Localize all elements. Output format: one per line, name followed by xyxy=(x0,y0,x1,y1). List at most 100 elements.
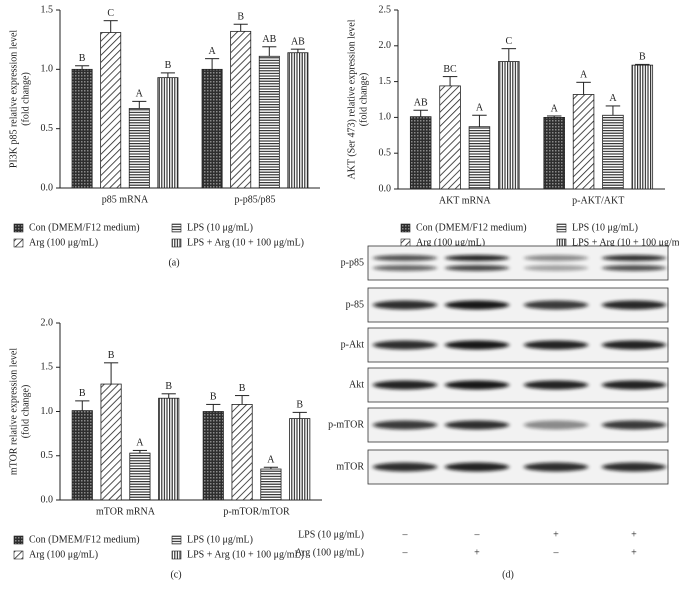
bar xyxy=(100,383,122,501)
legend-swatch xyxy=(171,535,182,545)
condition-sign: – xyxy=(553,547,560,558)
blot-row-label: p-mTOR xyxy=(328,419,364,430)
x-tick-label: p85 mRNA xyxy=(102,194,149,205)
significance-letter: A xyxy=(551,103,559,114)
bar xyxy=(201,68,223,189)
x-tick-label: p-AKT/AKT xyxy=(572,195,624,206)
significance-letter: A xyxy=(580,70,588,81)
legend-label: LPS + Arg (10 + 100 μg/mL) xyxy=(187,237,304,248)
condition-label: Arg (100 μg/mL) xyxy=(295,547,364,558)
bar xyxy=(128,108,150,189)
bar xyxy=(409,116,432,190)
significance-letter: B xyxy=(79,388,86,399)
blot-band xyxy=(602,300,666,310)
blot-band xyxy=(445,420,509,430)
blot-band xyxy=(373,420,437,430)
blot-band xyxy=(602,265,666,271)
y-tick-label: 0.5 xyxy=(379,147,392,158)
condition-label: LPS (10 μg/mL) xyxy=(298,529,364,540)
blot-band xyxy=(445,265,509,271)
y-tick-label: 2.0 xyxy=(41,317,54,328)
y-tick-label: 0.5 xyxy=(41,123,54,134)
blot-box xyxy=(367,245,669,281)
y-tick-label: 0.0 xyxy=(41,494,54,505)
y-tick-label: 1.0 xyxy=(379,112,392,123)
significance-letter: A xyxy=(267,455,275,466)
legend-swatch xyxy=(13,223,24,233)
legend-label: LPS (10 μg/mL) xyxy=(187,222,253,233)
significance-letter: A xyxy=(208,46,216,57)
condition-sign: – xyxy=(402,529,409,540)
blot-band xyxy=(524,255,588,261)
blot-band xyxy=(373,380,437,390)
significance-letter: A xyxy=(136,89,144,100)
blot-band xyxy=(524,420,588,430)
y-tick-label: 1.5 xyxy=(41,362,54,373)
bar xyxy=(71,410,93,501)
blot-row-label: p-p85 xyxy=(341,257,364,268)
y-axis-label: (fold change) xyxy=(20,72,31,126)
significance-letter: AB xyxy=(414,98,428,109)
significance-letter: B xyxy=(165,381,172,392)
condition-sign: – xyxy=(402,547,409,558)
legend-swatch xyxy=(13,535,24,545)
bar xyxy=(230,30,252,189)
blot-band xyxy=(373,462,437,472)
bar xyxy=(231,404,253,501)
blot-row-label: p-Akt xyxy=(341,339,365,350)
legend-label: Arg (100 μg/mL) xyxy=(29,237,98,248)
significance-letter: B xyxy=(79,53,86,64)
x-tick-label: p-mTOR/mTOR xyxy=(223,506,290,517)
blot-row-label: Akt xyxy=(349,379,364,390)
bar xyxy=(439,85,461,190)
y-tick-label: 2.5 xyxy=(379,4,392,15)
y-axis-label: AKT (Ser 473) relative expression level xyxy=(346,19,357,179)
legend-label: LPS (10 μg/mL) xyxy=(572,222,638,233)
significance-letter: AB xyxy=(291,36,305,47)
legend-label: Arg (100 μg/mL) xyxy=(416,237,485,248)
x-tick-label: mTOR mRNA xyxy=(96,506,156,517)
legend-swatch xyxy=(13,238,24,248)
bar xyxy=(287,52,309,189)
significance-letter: A xyxy=(136,438,144,449)
bar xyxy=(158,397,180,501)
y-tick-label: 1.5 xyxy=(41,4,54,15)
significance-letter: B xyxy=(165,60,172,71)
blot-row-label: mTOR xyxy=(336,461,364,472)
legend-label: LPS + Arg (10 + 100 μg/mL) xyxy=(572,237,679,248)
panel-label: (a) xyxy=(168,257,179,268)
significance-letter: AB xyxy=(262,34,276,45)
y-axis-label: (fold change) xyxy=(20,385,31,439)
y-axis-label: mTOR relative expression level xyxy=(8,348,19,476)
condition-sign: + xyxy=(474,547,480,558)
blot-band xyxy=(445,340,509,350)
blot-band xyxy=(602,462,666,472)
legend-label: Arg (100 μg/mL) xyxy=(29,549,98,560)
bar xyxy=(543,117,565,190)
bar xyxy=(258,55,280,189)
condition-sign: + xyxy=(553,529,559,540)
significance-letter: B xyxy=(108,350,115,361)
bar xyxy=(202,411,224,501)
significance-letter: B xyxy=(210,392,217,403)
blot-row-label: p-85 xyxy=(346,299,364,310)
legend-label: Con (DMEM/F12 medium) xyxy=(29,534,140,545)
blot-band xyxy=(445,380,509,390)
y-tick-label: 1.0 xyxy=(41,64,54,75)
bar xyxy=(631,64,654,190)
bar xyxy=(71,68,93,189)
blot-band xyxy=(445,255,509,261)
legend-swatch xyxy=(13,550,24,560)
y-axis-label: (fold change) xyxy=(358,73,369,127)
bar xyxy=(602,114,624,190)
legend-swatch xyxy=(171,238,182,248)
blot-band xyxy=(373,340,437,350)
bar xyxy=(157,77,179,189)
blot-band xyxy=(373,265,437,271)
blot-band xyxy=(524,300,588,310)
significance-letter: B xyxy=(296,400,303,411)
blot-band xyxy=(524,340,588,350)
y-tick-label: 2.0 xyxy=(379,40,392,51)
y-tick-label: 0.0 xyxy=(379,183,392,194)
blot-band xyxy=(373,300,437,310)
